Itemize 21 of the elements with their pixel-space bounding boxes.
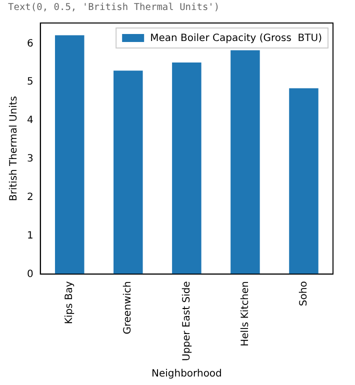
y-tick-label: 6 xyxy=(26,38,34,50)
bar xyxy=(230,50,260,274)
x-tick-label: Soho xyxy=(298,281,310,306)
x-axis-title: Neighborhood xyxy=(151,368,222,380)
text: Text(0, 0.5, 'British Thermal Units') xyxy=(8,2,220,13)
bar xyxy=(289,88,318,274)
y-tick-label: 1 xyxy=(26,230,34,242)
x-tick-label: Upper East Side xyxy=(181,281,192,362)
x-tick-label: Hells Kitchen xyxy=(240,281,251,346)
legend-label: Mean Boiler Capacity (Gross BTU) xyxy=(150,33,322,44)
y-axis-title: British Thermal Units xyxy=(8,96,20,202)
bar xyxy=(172,62,202,274)
y-tick-label: 3 xyxy=(26,154,34,165)
x-tick-label: Greenwich xyxy=(122,281,134,334)
y-tick-label: 4 xyxy=(26,115,34,126)
y-tick-label: 5 xyxy=(26,76,34,88)
y-tick-label: 0 xyxy=(26,268,34,280)
bar xyxy=(114,70,143,274)
x-tick-label: Kips Bay xyxy=(64,281,76,324)
y-tick-label: 2 xyxy=(26,192,34,203)
bar xyxy=(54,35,84,274)
